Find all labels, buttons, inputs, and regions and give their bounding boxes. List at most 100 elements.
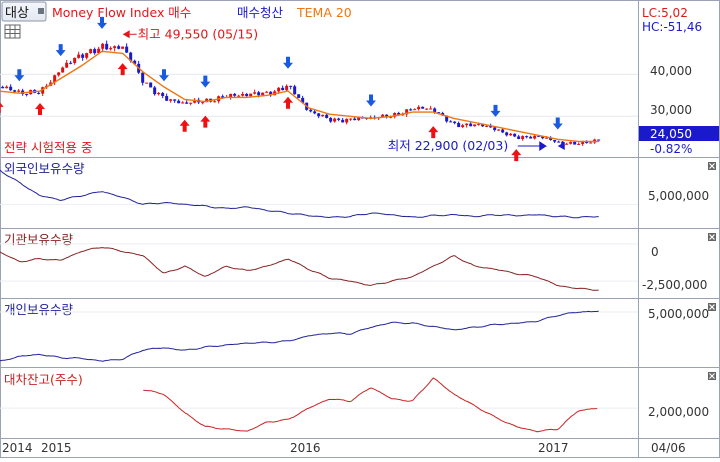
sell-signal-arrow [553, 118, 563, 130]
candle-body [449, 121, 452, 122]
candle-body [589, 142, 592, 143]
current-price: 24,050 [650, 127, 692, 141]
buy-signal-arrow [283, 97, 293, 109]
candle-body [429, 109, 432, 110]
candle-body [357, 118, 360, 121]
candle-body [413, 109, 416, 110]
candle-body [349, 119, 352, 120]
candle-body [189, 103, 192, 104]
candle-body [153, 87, 156, 94]
candle-body [513, 134, 516, 137]
lending-panel-close-icon[interactable] [708, 372, 716, 380]
candle-body [77, 55, 80, 58]
candle-body [501, 130, 504, 133]
sell-signal-arrow [56, 44, 66, 56]
candle-body [89, 49, 92, 53]
candle-body [201, 102, 204, 103]
foreign-panel-label: 외국인보유수량 [4, 161, 85, 176]
candle-body [289, 86, 292, 87]
candle-body [61, 68, 64, 73]
candle-body [321, 115, 324, 116]
candle-body [557, 142, 560, 143]
candle-body [149, 83, 152, 88]
candle-body [113, 46, 116, 48]
candle-body [233, 94, 236, 96]
candle-body [473, 124, 476, 126]
xaxis-2017: 2017 [538, 441, 569, 455]
candle-body [409, 109, 412, 110]
candle-body [497, 130, 500, 131]
candle-body [309, 110, 312, 112]
sell-signal-arrow [200, 76, 210, 88]
indicator-title: Money Flow Index 매수 [52, 5, 191, 20]
foreign-panel-close-icon[interactable] [708, 162, 716, 170]
candle-body [117, 46, 120, 49]
lc-label: LC:5,02 [642, 6, 688, 20]
candle-body [141, 73, 144, 83]
candle-body [85, 53, 88, 58]
xaxis-2014: 2014 [2, 441, 33, 455]
max-marker-arrow [123, 30, 130, 38]
min-price-annotation: 최저 22,900 (02/03) [388, 138, 508, 153]
candle-body [165, 96, 168, 101]
candle-body [509, 134, 512, 135]
candle-body [505, 132, 508, 135]
candle-body [73, 58, 76, 63]
individual-line [0, 311, 599, 361]
candle-body [121, 47, 124, 49]
target-button-label: 대상 [5, 6, 29, 21]
buy-signal-arrow [511, 149, 521, 161]
max-price-annotation: 최고 49,550 (05/15) [138, 26, 258, 41]
candle-body [185, 102, 188, 103]
candle-body [245, 94, 248, 96]
candle-body [553, 140, 556, 142]
candle-body [181, 102, 184, 103]
candle-body [577, 144, 580, 145]
candle-body [465, 124, 468, 126]
candle-body [253, 92, 256, 93]
lending-panel-label: 대차잔고(주수) [4, 372, 83, 387]
xaxis-2016: 2016 [290, 441, 321, 455]
candle-body [313, 111, 316, 113]
candle-body [101, 44, 104, 49]
change-pct: -0.82% [650, 142, 692, 156]
candle-body [249, 94, 252, 96]
candle-body [457, 123, 460, 127]
candle-body [345, 119, 348, 122]
candle-body [353, 119, 356, 120]
institution-panel-close-icon[interactable] [708, 233, 716, 241]
grid-table-icon[interactable] [5, 25, 20, 38]
candle-body [517, 136, 520, 139]
candle-body [329, 118, 332, 122]
min-pointer-arrow [518, 142, 546, 150]
candle-body [145, 83, 148, 84]
candle-body [521, 136, 524, 139]
buy-signal-arrow [118, 63, 128, 75]
sell-signal-arrow [14, 69, 24, 81]
target-dropdown-icon[interactable] [38, 8, 44, 14]
candle-body [173, 99, 176, 100]
candle-body [213, 101, 216, 102]
candle-body [25, 94, 28, 95]
individual-panel-label: 개인보유수량 [4, 302, 74, 317]
institution-ytick-neg: -2,500,000 [642, 278, 707, 292]
candle-body [525, 136, 528, 137]
buy-signal-arrow [35, 103, 45, 115]
sell-signal-arrow [283, 57, 293, 69]
institution-line [0, 248, 599, 291]
candle-body [453, 122, 456, 123]
candle-body [57, 72, 60, 75]
candle-body [265, 92, 268, 93]
candle-body [569, 142, 572, 144]
institution-panel-label: 기관보유수량 [4, 232, 74, 247]
sell-signal-arrow [491, 105, 501, 117]
sell-signal-arrow [366, 94, 376, 106]
candle-body [421, 107, 424, 109]
candle-body [177, 101, 180, 103]
candle-body [105, 44, 108, 50]
candle-body [161, 93, 164, 96]
buy-signal-arrow [200, 116, 210, 128]
individual-panel-close-icon[interactable] [708, 303, 716, 311]
